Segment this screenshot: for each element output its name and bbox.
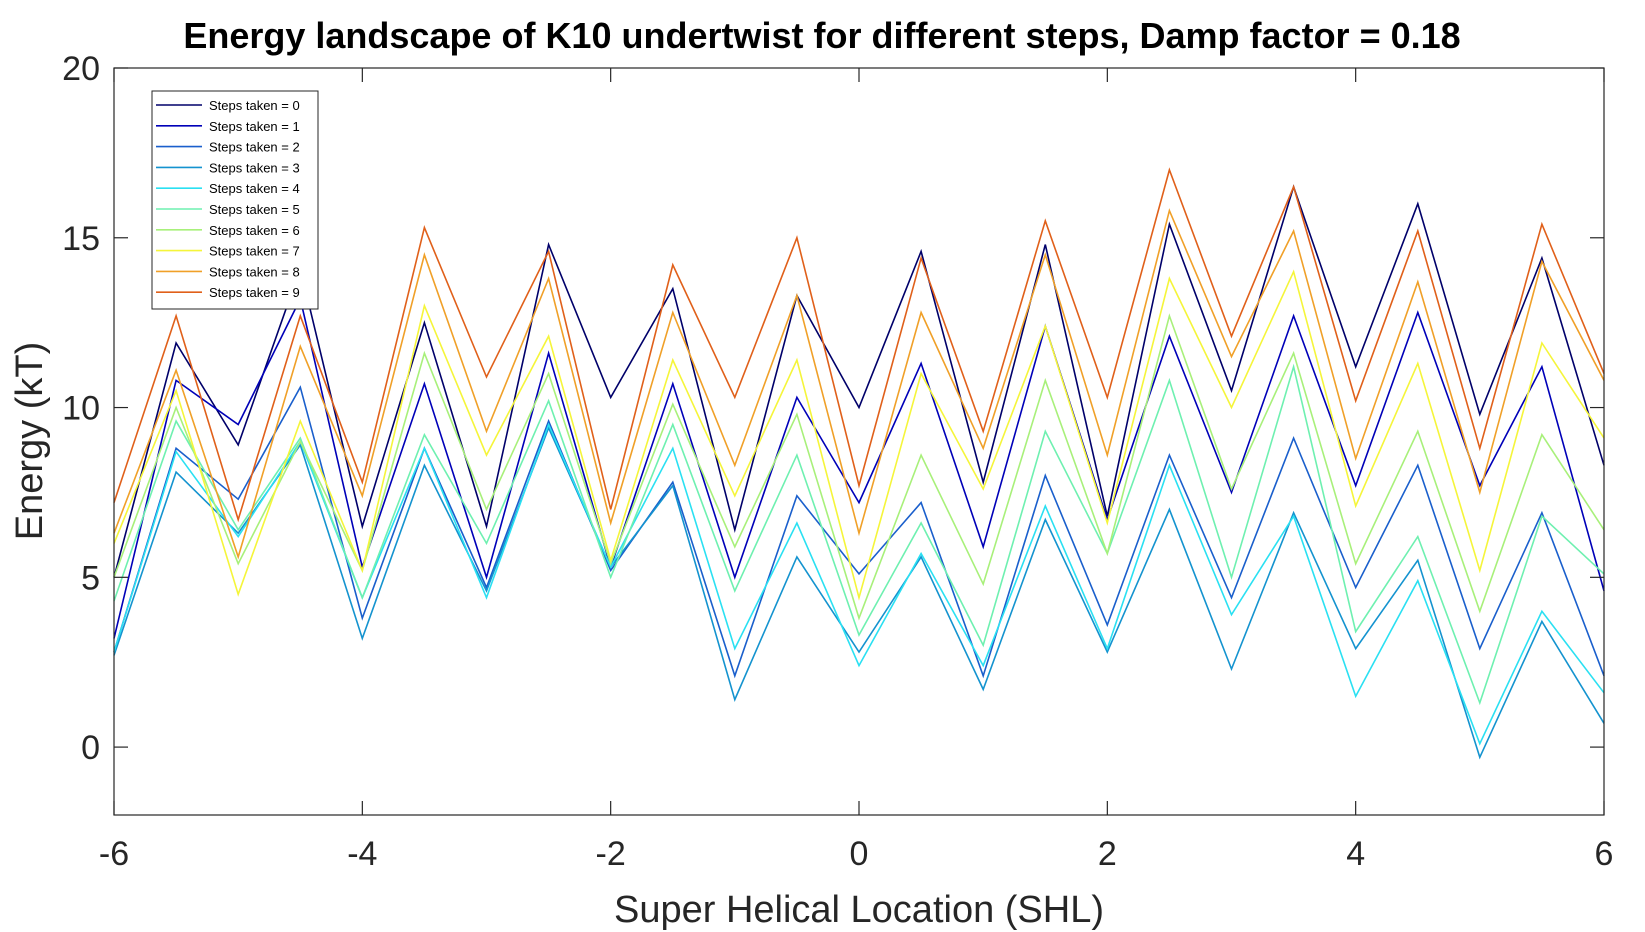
y-axis-label: Energy (kT)	[9, 342, 51, 540]
y-tick-label: 0	[81, 729, 100, 767]
x-tick-label: -4	[347, 835, 377, 873]
legend-label: Steps taken = 2	[209, 140, 300, 155]
x-tick-label: 0	[850, 835, 869, 873]
y-tick-label: 20	[62, 50, 100, 88]
x-tick-label: -6	[99, 835, 129, 873]
y-tick-label: 15	[62, 220, 100, 258]
legend-label: Steps taken = 5	[209, 202, 300, 217]
legend-label: Steps taken = 1	[209, 119, 300, 134]
legend-box	[151, 90, 319, 310]
legend-label: Steps taken = 6	[209, 223, 300, 238]
plot-area	[114, 68, 1604, 815]
series-line-0	[113, 184, 1605, 578]
series-line-3	[113, 425, 1605, 760]
y-tick-label: 5	[81, 559, 100, 597]
legend-label: Steps taken = 4	[209, 181, 300, 196]
series-line-8	[113, 208, 1605, 560]
series-line-7	[113, 269, 1605, 601]
series-layer	[113, 167, 1605, 760]
x-tick-label: 4	[1346, 835, 1365, 873]
ticks-layer: -6 -4 -2 0 2 4 6 0 5 10 15 20	[62, 50, 1613, 873]
series-line-9	[113, 167, 1605, 523]
series-line-5	[113, 363, 1605, 706]
x-tick-label: -2	[596, 835, 626, 873]
legend-label: Steps taken = 8	[209, 264, 300, 279]
legend-label: Steps taken = 0	[209, 98, 300, 113]
x-tick-label: 6	[1595, 835, 1614, 873]
legend: Steps taken = 0 Steps taken = 1 Steps take…	[151, 90, 319, 310]
x-axis-label: Super Helical Location (SHL)	[614, 889, 1104, 931]
legend-label: Steps taken = 3	[209, 160, 300, 175]
chart-title: Energy landscape of K10 undertwist for d…	[183, 15, 1460, 56]
legend-label: Steps taken = 7	[209, 244, 300, 259]
y-tick-label: 10	[62, 390, 100, 428]
series-line-2	[113, 385, 1605, 679]
legend-label: Steps taken = 9	[209, 285, 300, 300]
x-tick-label: 2	[1098, 835, 1117, 873]
